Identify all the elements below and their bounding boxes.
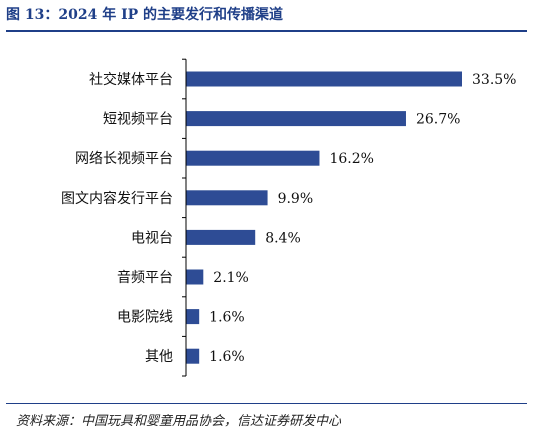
category-label: 社交媒体平台: [89, 71, 173, 88]
category-label: 电影院线: [117, 310, 173, 326]
source-note: 资料来源：中国玩具和婴童用品协会，信达证券研发中心: [16, 414, 342, 429]
source-rule: [6, 403, 527, 404]
bar: [186, 269, 204, 285]
category-label: 音频平台: [117, 269, 173, 286]
category-label: 网络长视频平台: [75, 151, 173, 167]
category-label: 短视频平台: [103, 112, 173, 128]
data-label: 33.5%: [472, 72, 516, 88]
bar: [186, 309, 200, 325]
category-label: 电视台: [131, 230, 173, 246]
data-label: 16.2%: [329, 151, 373, 167]
bar: [186, 190, 268, 206]
data-label: 1.6%: [209, 349, 245, 365]
bar: [186, 229, 256, 245]
bar: [186, 348, 200, 364]
category-label: 其他: [145, 349, 173, 365]
data-label: 9.9%: [278, 191, 314, 207]
bar: [186, 111, 406, 127]
data-label: 2.1%: [213, 270, 249, 286]
data-label: 26.7%: [416, 112, 460, 128]
bar: [186, 150, 320, 166]
figure-title: 图 13：2024 年 IP 的主要发行和传播渠道: [6, 7, 284, 23]
data-label: 8.4%: [265, 230, 301, 246]
bar: [186, 71, 462, 87]
title-rule: [6, 30, 527, 32]
data-label: 1.6%: [209, 310, 245, 326]
category-label: 图文内容发行平台: [61, 190, 173, 207]
